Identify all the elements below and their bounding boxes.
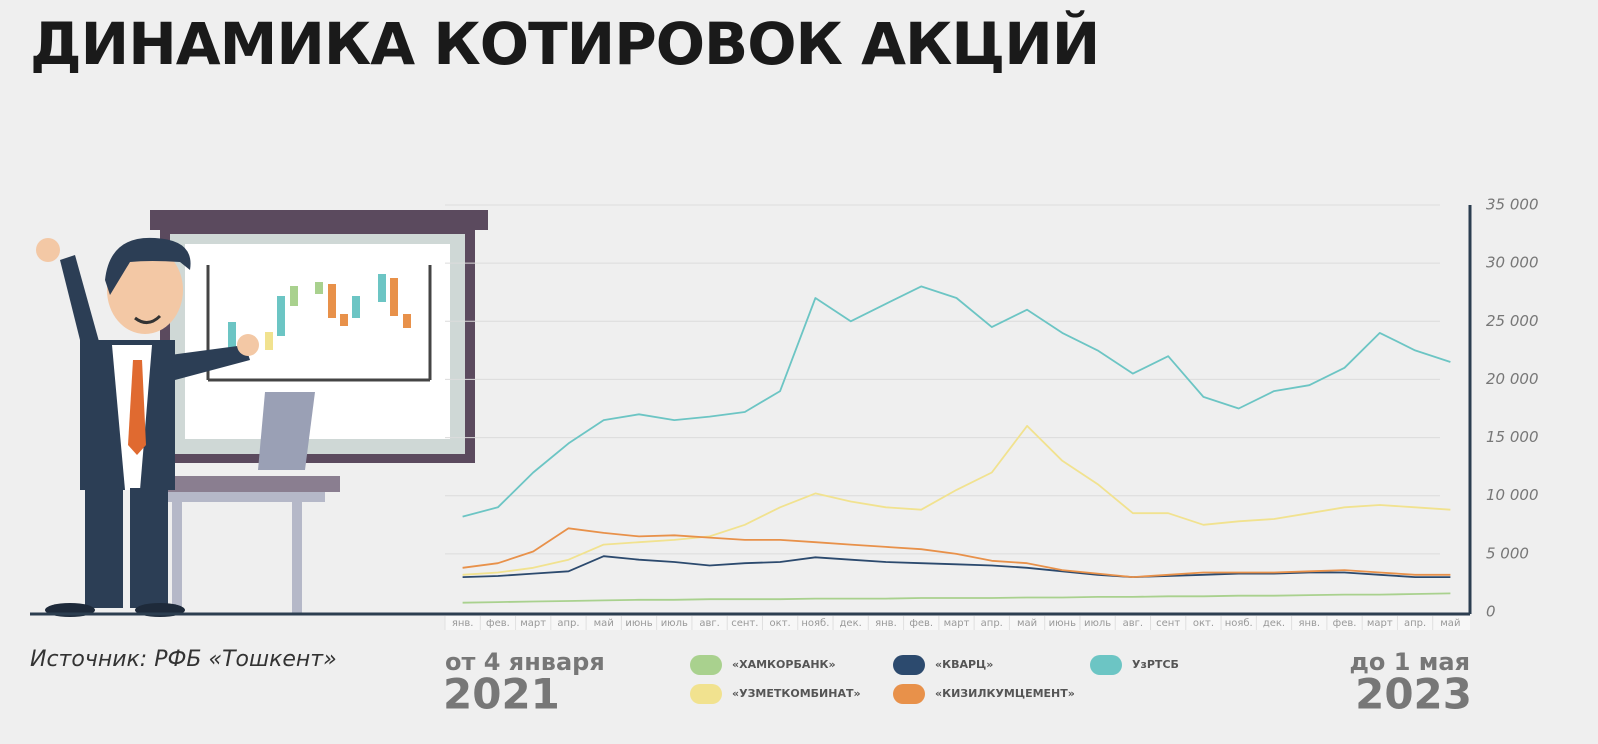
x-tick-label: апр. (557, 618, 579, 629)
legend-label: «КИЗИЛКУМЦЕМЕНТ» (935, 687, 1075, 700)
x-tick-label: фев. (909, 618, 933, 629)
x-tick-label: март (520, 618, 546, 629)
x-tick-label: янв. (1298, 618, 1320, 629)
y-tick-label: 30 000 (1486, 254, 1539, 272)
chart-title: ДИНАМИКА КОТИРОВОК АКЦИЙ (30, 9, 1099, 78)
x-tick-label: окт. (770, 618, 791, 629)
series-line (462, 592, 1451, 604)
source: Источник: РФБ «Тошкент» (30, 647, 337, 672)
legend-swatch (893, 684, 925, 704)
y-tick-label: 10 000 (1486, 486, 1539, 504)
x-tick-label: дек. (1263, 618, 1285, 629)
end-label: до 1 мая (1349, 648, 1470, 676)
y-tick-label: 35 000 (1486, 196, 1539, 214)
legend-label: «ХАМКОРБАНК» (732, 658, 836, 671)
x-tick-label: май (1017, 618, 1037, 629)
x-tick-label: июль (661, 618, 688, 629)
series-line (462, 555, 1451, 578)
x-tick-label: авг. (1123, 618, 1143, 629)
x-tick-label: янв. (875, 618, 897, 629)
legend-label: «УЗМЕТКОМБИНАТ» (732, 687, 861, 700)
month-strip (445, 616, 1470, 630)
legend-swatch (1090, 655, 1122, 675)
x-tick-label: июнь (1049, 618, 1076, 629)
y-tick-label: 20 000 (1486, 370, 1539, 388)
start-label: от 4 января (445, 648, 605, 676)
legend-swatch (690, 655, 722, 675)
legend-label: «КВАРЦ» (935, 658, 993, 671)
x-tick-label: фев. (1333, 618, 1357, 629)
y-tick-label: 15 000 (1486, 428, 1539, 446)
series-line (462, 425, 1451, 576)
legend-label: УзРТСБ (1132, 658, 1179, 671)
y-tick-label: 25 000 (1486, 312, 1539, 330)
x-tick-label: окт. (1193, 618, 1214, 629)
x-tick-label: апр. (1404, 618, 1426, 629)
x-tick-label: сент (1156, 618, 1180, 629)
x-tick-label: нояб. (1225, 618, 1253, 629)
x-tick-label: май (1440, 618, 1460, 629)
series-line (462, 527, 1451, 578)
x-tick-label: июль (1084, 618, 1111, 629)
y-tick-label: 5 000 (1486, 544, 1529, 562)
x-tick-label: янв. (452, 618, 474, 629)
x-tick-label: авг. (699, 618, 719, 629)
x-tick-label: март (1367, 618, 1393, 629)
x-tick-label: фев. (486, 618, 510, 629)
start-year: 2021 (443, 670, 560, 719)
x-tick-label: апр. (981, 618, 1003, 629)
end-year: 2023 (1355, 670, 1472, 719)
illustration (36, 210, 488, 617)
x-tick-label: июнь (625, 618, 652, 629)
x-tick-label: май (594, 618, 614, 629)
x-tick-label: дек. (840, 618, 862, 629)
x-tick-label: сент. (731, 618, 758, 629)
x-tick-label: март (944, 618, 970, 629)
legend-swatch (893, 655, 925, 675)
series-line (462, 285, 1451, 518)
x-tick-label: нояб. (801, 618, 829, 629)
y-tick-label: 0 (1486, 603, 1496, 621)
legend-swatch (690, 684, 722, 704)
